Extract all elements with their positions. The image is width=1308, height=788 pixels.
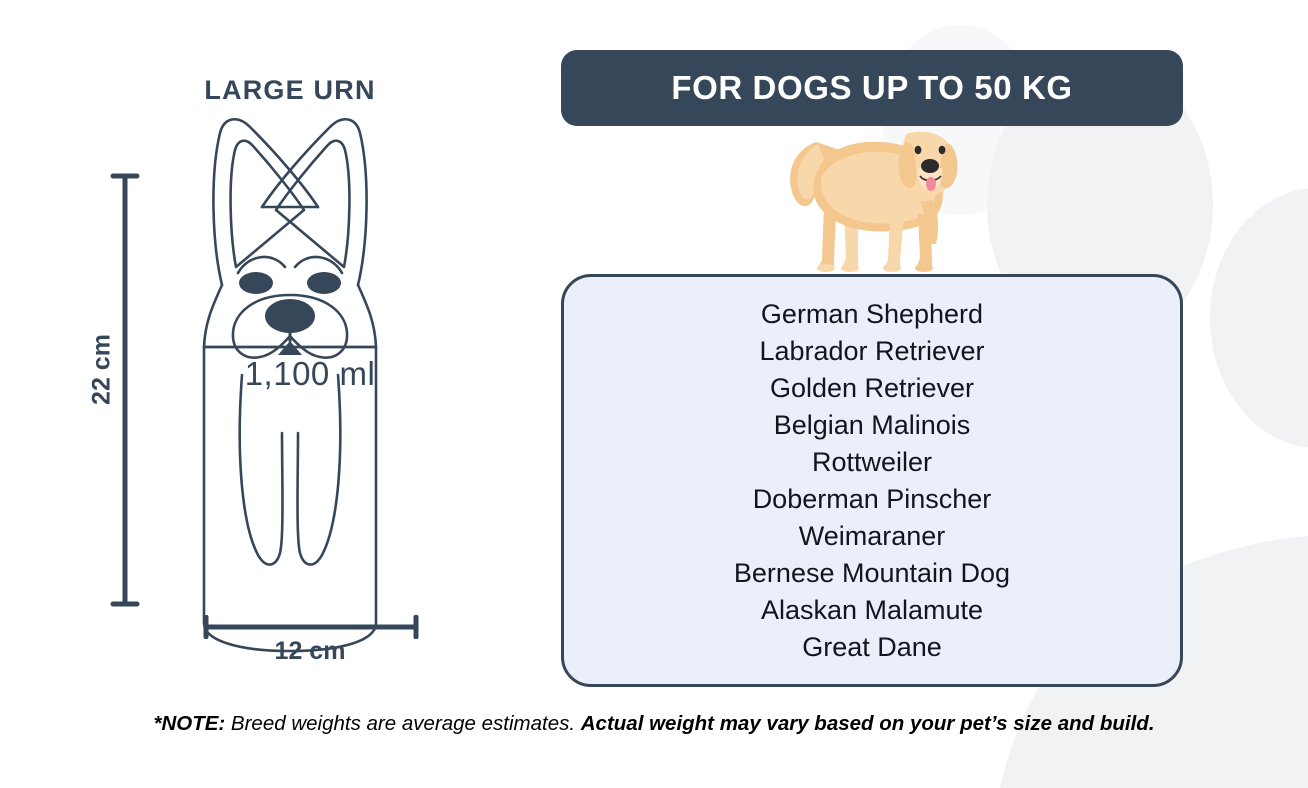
breed-list-panel: German Shepherd Labrador Retriever Golde… (561, 274, 1183, 687)
golden-retriever-icon (790, 131, 958, 272)
urn-volume-label: 1,100 ml (244, 355, 376, 392)
list-item: Bernese Mountain Dog (733, 557, 1011, 588)
list-item: Belgian Malinois (773, 409, 971, 440)
horizontal-dimension-line-icon (203, 615, 419, 639)
footnote-prefix: *NOTE: (153, 712, 226, 735)
footnote-emphasis: Actual weight may vary based on your pet… (580, 712, 1155, 735)
urn-panel: LARGE URN (70, 55, 510, 695)
vertical-dimension-line-icon (110, 173, 140, 607)
weight-banner: FOR DOGS UP TO 50 KG (561, 50, 1183, 126)
list-item: German Shepherd (760, 298, 984, 329)
list-item: Labrador Retriever (759, 335, 985, 366)
list-item: Rottweiler (811, 446, 933, 477)
list-item: Alaskan Malamute (760, 594, 984, 625)
urn-height-label: 22 cm (87, 334, 116, 405)
list-item: Doberman Pinscher (752, 483, 992, 514)
footnote-normal: Breed weights are average estimates. (225, 712, 581, 735)
footnote: *NOTE: Breed weights are average estimat… (0, 712, 1308, 736)
list-item: Great Dane (802, 631, 942, 662)
page-title: LARGE URN (204, 75, 376, 105)
urn-width-label: 12 cm (274, 637, 346, 665)
dog-urn-icon (202, 118, 378, 653)
list-item: Weimaraner (798, 520, 946, 551)
banner-title: FOR DOGS UP TO 50 KG (671, 69, 1073, 106)
list-item: Golden Retriever (769, 372, 975, 403)
